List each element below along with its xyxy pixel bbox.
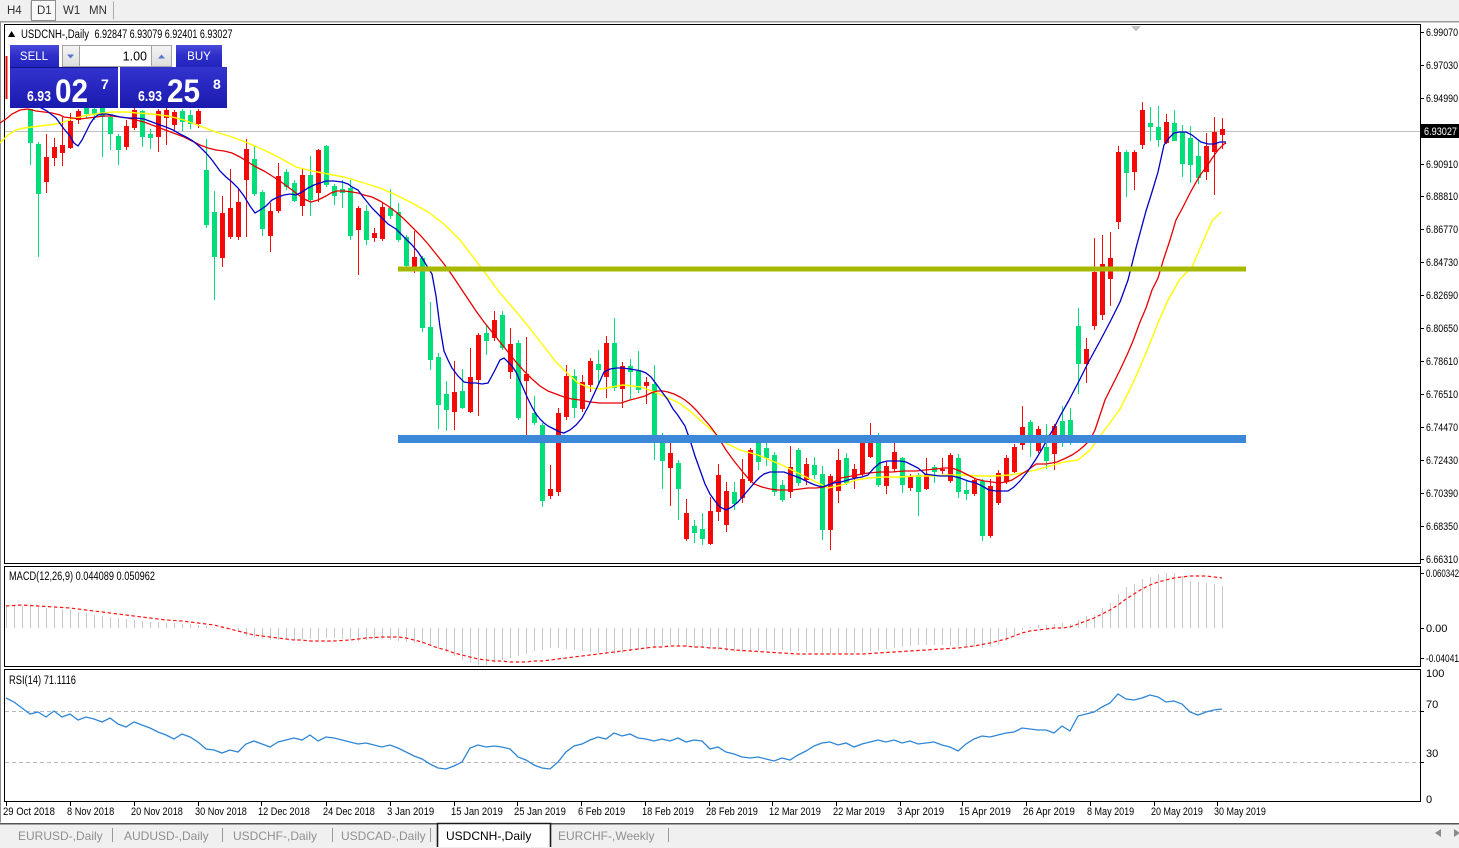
svg-text:EURUSD-,Daily: EURUSD-,Daily (18, 829, 103, 843)
svg-text:6.93027: 6.93027 (1424, 126, 1457, 138)
svg-text:25 Jan 2019: 25 Jan 2019 (514, 806, 566, 818)
svg-text:6.80650: 6.80650 (1426, 323, 1458, 335)
svg-text:6.90910: 6.90910 (1426, 159, 1458, 171)
svg-text:BUY: BUY (187, 51, 211, 63)
svg-text:USDCAD-,Daily: USDCAD-,Daily (341, 829, 426, 843)
svg-text:-0.04041: -0.04041 (1426, 653, 1459, 665)
svg-text:18 Feb 2019: 18 Feb 2019 (642, 806, 694, 818)
svg-text:22 Mar 2019: 22 Mar 2019 (833, 806, 885, 818)
svg-text:H4: H4 (7, 5, 22, 17)
svg-text:USDCHF-,Daily: USDCHF-,Daily (233, 829, 317, 843)
svg-text:29 Oct 2018: 29 Oct 2018 (3, 806, 55, 818)
svg-text:6.92847 6.93079 6.92401 6.9302: 6.92847 6.93079 6.92401 6.93027 (95, 29, 233, 41)
svg-text:8 Nov 2018: 8 Nov 2018 (67, 806, 114, 818)
svg-text:30: 30 (1426, 748, 1438, 760)
svg-text:6.99070: 6.99070 (1426, 27, 1458, 39)
svg-text:0: 0 (1426, 794, 1432, 806)
svg-text:12 Mar 2019: 12 Mar 2019 (769, 806, 821, 818)
svg-text:70: 70 (1426, 699, 1438, 711)
svg-text:6.86770: 6.86770 (1426, 224, 1458, 236)
svg-text:15 Apr 2019: 15 Apr 2019 (959, 806, 1011, 818)
svg-text:6.94990: 6.94990 (1426, 93, 1458, 105)
svg-text:6.74470: 6.74470 (1426, 422, 1458, 434)
svg-text:30 May 2019: 30 May 2019 (1214, 806, 1266, 818)
svg-text:W1: W1 (63, 5, 80, 17)
svg-text:AUDUSD-,Daily: AUDUSD-,Daily (124, 829, 209, 843)
svg-text:30 Nov 2018: 30 Nov 2018 (195, 806, 247, 818)
svg-text:MACD(12,26,9) 0.044089 0.05096: MACD(12,26,9) 0.044089 0.050962 (9, 571, 155, 583)
svg-text:6.84730: 6.84730 (1426, 257, 1458, 269)
svg-text:24 Dec 2018: 24 Dec 2018 (323, 806, 375, 818)
svg-text:6.66310: 6.66310 (1426, 554, 1458, 566)
svg-text:25: 25 (167, 73, 200, 109)
svg-text:SELL: SELL (20, 51, 49, 63)
svg-text:6.72430: 6.72430 (1426, 455, 1458, 467)
svg-text:1.00: 1.00 (123, 50, 147, 64)
svg-text:MN: MN (89, 5, 107, 17)
svg-text:26 Apr 2019: 26 Apr 2019 (1023, 806, 1075, 818)
svg-text:3 Apr 2019: 3 Apr 2019 (897, 806, 944, 818)
svg-text:6 Feb 2019: 6 Feb 2019 (578, 806, 625, 818)
svg-text:8: 8 (213, 76, 221, 92)
svg-text:USDCNH-,Daily: USDCNH-,Daily (21, 29, 89, 41)
svg-text:6.76510: 6.76510 (1426, 389, 1458, 401)
svg-text:100: 100 (1426, 668, 1444, 680)
svg-text:RSI(14) 71.1116: RSI(14) 71.1116 (9, 675, 76, 687)
svg-text:12 Dec 2018: 12 Dec 2018 (258, 806, 310, 818)
svg-text:3 Jan 2019: 3 Jan 2019 (387, 806, 434, 818)
svg-text:20 May 2019: 20 May 2019 (1151, 806, 1203, 818)
svg-text:6.93: 6.93 (138, 88, 162, 105)
svg-text:0.00: 0.00 (1426, 623, 1447, 635)
svg-text:6.68350: 6.68350 (1426, 521, 1458, 533)
svg-text:20 Nov 2018: 20 Nov 2018 (131, 806, 183, 818)
svg-text:02: 02 (55, 73, 88, 109)
svg-text:0.060342: 0.060342 (1426, 568, 1459, 580)
svg-text:6.70390: 6.70390 (1426, 488, 1458, 500)
svg-text:6.97030: 6.97030 (1426, 60, 1458, 72)
svg-text:6.88810: 6.88810 (1426, 191, 1458, 203)
svg-text:15 Jan 2019: 15 Jan 2019 (451, 806, 503, 818)
svg-text:USDCNH-,Daily: USDCNH-,Daily (446, 829, 531, 843)
svg-text:6.78610: 6.78610 (1426, 356, 1458, 368)
svg-text:EURCHF-,Weekly: EURCHF-,Weekly (558, 829, 654, 843)
svg-text:D1: D1 (37, 5, 52, 17)
svg-text:7: 7 (101, 76, 109, 92)
svg-text:6.82690: 6.82690 (1426, 290, 1458, 302)
svg-text:6.93: 6.93 (27, 88, 51, 105)
svg-text:8 May 2019: 8 May 2019 (1087, 806, 1134, 818)
svg-text:28 Feb 2019: 28 Feb 2019 (706, 806, 758, 818)
